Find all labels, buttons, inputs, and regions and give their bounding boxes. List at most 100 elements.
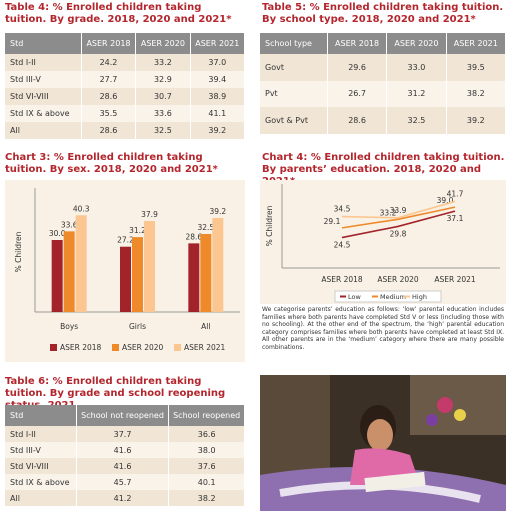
table-cell: 29.6 — [327, 54, 388, 81]
table-cell: 41.2 — [76, 490, 170, 506]
data-label: 39.2 — [209, 207, 226, 216]
data-label: 29.8 — [390, 229, 407, 238]
table-row: Govt & Pvt 28.6 32.5 39.2 — [260, 107, 507, 134]
table-cell: 33.0 — [386, 54, 447, 81]
table-cell: All — [5, 490, 77, 506]
header-cell: ASER 2018 — [81, 33, 137, 54]
table-cell: 40.1 — [168, 474, 245, 490]
data-label: 33.2 — [380, 208, 397, 217]
table-cell: 39.4 — [190, 71, 246, 88]
legend-label: Low — [348, 293, 361, 301]
table-row: Std I-II 24.2 33.2 37.0 — [5, 54, 246, 71]
table-cell: 37.7 — [76, 426, 170, 442]
header-cell: ASER 2020 — [386, 33, 447, 54]
chart: % Children ASER 2018 ASER 2020 ASER 2021 24.… — [260, 180, 506, 304]
header-cell: Std — [5, 33, 82, 54]
table-row: Std IX & above 35.5 33.6 41.1 — [5, 105, 246, 122]
line — [341, 210, 456, 239]
bar — [120, 246, 131, 312]
data-label: 41.7 — [447, 189, 464, 198]
legend-label: Medium — [380, 293, 406, 301]
table-title: Table 4: % Enrolled children taking tuit… — [5, 2, 232, 25]
data-label: 29.1 — [324, 217, 341, 226]
table-cell: 30.7 — [135, 88, 191, 105]
table-cell: 26.7 — [327, 80, 388, 107]
table-row: All 41.2 38.2 — [5, 490, 245, 506]
data-label: 33.6 — [61, 220, 78, 229]
data-label: 33.9 — [390, 206, 407, 215]
x-tick-label: ASER 2020 — [377, 275, 419, 284]
table-cell: Std III-V — [5, 71, 82, 88]
table-cell: Std IX & above — [5, 474, 77, 490]
chart-note: We categorise parents’ education as foll… — [262, 306, 504, 351]
table-cell: 41.1 — [190, 105, 246, 122]
table-cell: 38.2 — [168, 490, 245, 506]
bar — [63, 231, 75, 312]
table-cell: 38.2 — [446, 80, 507, 107]
header-cell: School not reopened — [76, 405, 170, 426]
header-cell: Std — [5, 405, 77, 426]
table-cell: 35.5 — [81, 105, 137, 122]
table-cell: 28.6 — [81, 122, 137, 139]
table-row: Std VI-VIII 41.6 37.6 — [5, 458, 245, 474]
y-axis-label: % Children — [14, 231, 23, 272]
table-row: Std III-V 41.6 38.0 — [5, 442, 245, 458]
legend-label: High — [412, 293, 427, 301]
table-cell: Std I-II — [5, 54, 82, 71]
table-row: Std VI-VIII 28.6 30.7 38.9 — [5, 88, 246, 105]
table-cell: Std VI-VIII — [5, 458, 77, 474]
header-cell: School reopened — [168, 405, 245, 426]
table-cell: Govt & Pvt — [260, 107, 328, 134]
line — [341, 200, 456, 219]
table-cell: 39.5 — [446, 54, 507, 81]
header-cell: ASER 2020 — [135, 33, 191, 54]
table-cell: 38.0 — [168, 442, 245, 458]
header-cell: ASER 2021 — [446, 33, 507, 54]
data-label: 37.9 — [141, 210, 158, 219]
header-cell: ASER 2018 — [327, 33, 388, 54]
table-cell: 24.2 — [81, 54, 137, 71]
table-cell: 37.6 — [168, 458, 245, 474]
header-row: Std School not reopened School reopened — [5, 405, 245, 426]
x-tick-label: ASER 2018 — [321, 275, 363, 284]
legend-label: ASER 2021 — [184, 343, 226, 352]
table-title: Table 5: % Enrolled children taking tuit… — [262, 2, 504, 25]
data-label: 27.2 — [117, 236, 134, 245]
table-cell: Govt — [260, 54, 328, 81]
chart: % Children Boys 30.033.6 40.3 Girls 27.231.2 3… — [5, 180, 245, 362]
table-row: Pvt 26.7 31.2 38.2 — [260, 80, 507, 107]
data-label: 40.3 — [73, 204, 90, 213]
photo — [260, 375, 506, 511]
bar — [200, 234, 212, 312]
table-cell: 32.5 — [135, 122, 191, 139]
legend-box — [334, 290, 442, 303]
table-cell: All — [5, 122, 82, 139]
chart-background — [260, 180, 506, 304]
chart-title: Chart 3: % Enrolled children taking tuit… — [5, 152, 218, 175]
table: Std School not reopened School reopened Std… — [5, 405, 245, 506]
bar — [75, 215, 87, 312]
table-cell: 37.0 — [190, 54, 246, 71]
header-cell: ASER 2021 — [190, 33, 246, 54]
table-cell: 38.9 — [190, 88, 246, 105]
bar — [188, 243, 200, 312]
legend-swatch — [112, 344, 119, 351]
table-cell: Pvt — [260, 80, 328, 107]
y-axis-label: % Children — [265, 205, 274, 246]
table-cell: 39.2 — [190, 122, 246, 139]
legend-label: ASER 2020 — [122, 343, 164, 352]
table-cell: 41.6 — [76, 442, 170, 458]
table-row: Std IX & above 45.7 40.1 — [5, 474, 245, 490]
table-row: Std I-II 37.7 36.6 — [5, 426, 245, 442]
table-cell: 31.2 — [386, 80, 447, 107]
table-cell: Std I-II — [5, 426, 77, 442]
data-label: 31.2 — [129, 226, 146, 235]
table-cell: 27.7 — [81, 71, 137, 88]
table: Std ASER 2018 ASER 2020 ASER 2021 Std I-II 24… — [5, 33, 246, 139]
table-cell: Std IX & above — [5, 105, 82, 122]
data-label: 28.6 — [185, 232, 202, 241]
table-cell: 41.6 — [76, 458, 170, 474]
table-cell: 39.2 — [446, 107, 507, 134]
x-tick-label: All — [201, 322, 210, 331]
